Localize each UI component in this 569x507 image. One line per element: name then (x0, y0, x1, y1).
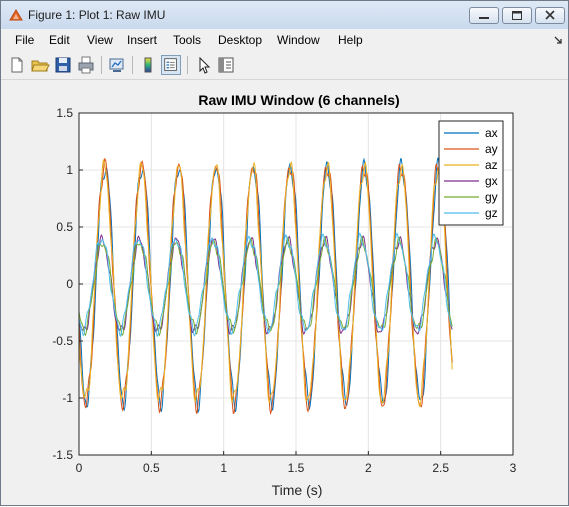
legend-box (438, 120, 504, 226)
series-line-gz (78, 232, 453, 338)
maximize-button[interactable] (502, 7, 532, 24)
dock-arrow-icon[interactable] (553, 35, 563, 45)
x-tick-label: 0 (76, 461, 83, 475)
save-icon[interactable] (53, 55, 73, 75)
matlab-icon (9, 9, 23, 21)
print-icon[interactable] (76, 55, 96, 75)
link-plot-icon[interactable] (107, 55, 127, 75)
y-tick-label: -1.5 (52, 448, 73, 462)
menu-desktop[interactable]: Desktop (218, 33, 263, 47)
figure-canvas: 0 0.5 1 1.5 2 2.5 3 -1.5 -1 -0.5 0 0.5 1 1.5 Raw IMU … (4, 81, 565, 502)
menu-edit[interactable]: Edit (49, 33, 70, 47)
imu-chart[interactable]: 0 0.5 1 1.5 2 2.5 3 -1.5 -1 -0.5 0 0.5 1 1.5 Raw IMU … (4, 81, 565, 502)
x-tick-label: 1 (220, 461, 227, 475)
legend-label-gx: gx (485, 174, 498, 188)
toolbar (1, 51, 568, 80)
y-tick-label: 0 (66, 277, 73, 291)
y-tick-label: 1 (66, 163, 73, 177)
menu-insert[interactable]: Insert (127, 33, 158, 47)
y-tick-label: 0.5 (56, 220, 73, 234)
legend-label-gz: gz (485, 206, 498, 220)
menu-file[interactable]: File (15, 33, 35, 47)
close-button[interactable] (535, 7, 565, 24)
legend-label-az: az (485, 158, 498, 172)
minimize-button[interactable] (469, 7, 499, 24)
close-icon (545, 10, 555, 20)
series-line-az (78, 158, 453, 408)
x-tick-label: 1.5 (288, 461, 305, 475)
chart-title: Raw IMU Window (6 channels) (198, 92, 399, 108)
legend-icon[interactable] (161, 55, 181, 75)
y-tick-label: 1.5 (56, 106, 73, 120)
y-tick-label: -1 (62, 391, 73, 405)
x-tick-label: 3 (510, 461, 517, 475)
legend[interactable]: ax ay az gx gy gz (438, 120, 504, 226)
maximize-icon (512, 11, 522, 20)
property-editor-icon[interactable] (216, 55, 236, 75)
x-tick-label: 0.5 (143, 461, 160, 475)
legend-label-ay: ay (485, 142, 498, 156)
new-figure-icon[interactable] (7, 55, 27, 75)
window-title: Figure 1: Plot 1: Raw IMU (28, 8, 166, 22)
grid-lines (79, 113, 513, 455)
x-tick-label: 2 (365, 461, 372, 475)
legend-label-gy: gy (485, 190, 498, 204)
x-axis-label: Time (s) (272, 482, 323, 498)
menu-tools[interactable]: Tools (173, 33, 202, 47)
legend-label-ax: ax (485, 126, 498, 140)
colorbar-icon[interactable] (138, 55, 158, 75)
pointer-icon[interactable] (194, 55, 214, 75)
y-tick-label: -0.5 (52, 334, 73, 348)
menu-bar: File Edit View Insert Tools Desktop Wind… (1, 29, 568, 51)
open-file-icon[interactable] (30, 55, 50, 75)
title-bar[interactable]: Figure 1: Plot 1: Raw IMU (1, 1, 568, 29)
minimize-icon (479, 17, 489, 19)
x-tick-label: 2.5 (432, 461, 449, 475)
menu-view[interactable]: View (87, 33, 113, 47)
menu-help[interactable]: Help (338, 33, 363, 47)
menu-window[interactable]: Window (277, 33, 320, 47)
